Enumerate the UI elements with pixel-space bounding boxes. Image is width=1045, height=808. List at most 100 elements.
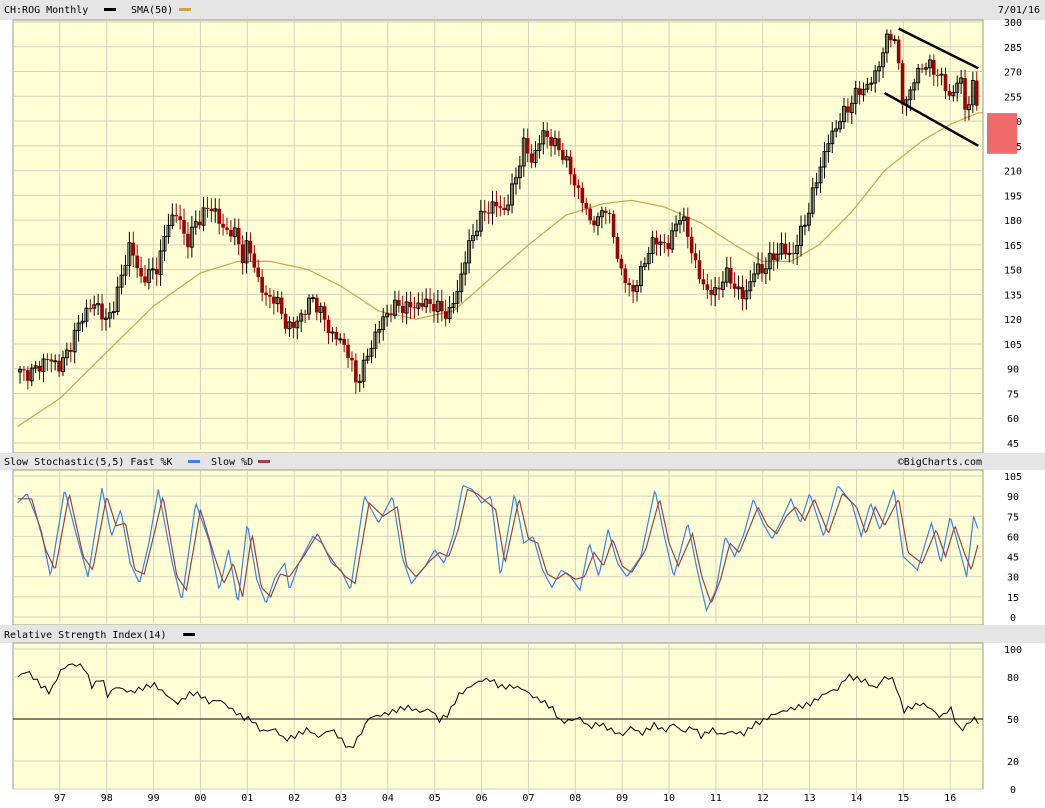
candle-body-up: [916, 67, 921, 84]
candle-body-up: [849, 102, 854, 114]
candle-body-up: [853, 87, 858, 104]
y-tick-label: 80: [1007, 673, 1019, 684]
candle-body-up: [166, 224, 171, 237]
candle-body-down: [303, 313, 307, 315]
x-tick-label: 00: [194, 793, 206, 804]
candle-body-down: [654, 237, 659, 245]
candle-body-up: [416, 302, 421, 309]
candle-body-down: [603, 210, 608, 213]
candle-body-up: [201, 207, 206, 226]
candle-body-down: [334, 331, 339, 340]
stochastic-lines: [17, 484, 979, 613]
candle-body-down: [260, 276, 264, 293]
candle-body-down: [342, 338, 346, 345]
candle-body-up: [18, 368, 22, 373]
candle-body-down: [697, 260, 702, 280]
candle-body-up: [29, 367, 34, 382]
candle-body-down: [576, 185, 581, 188]
candle-body-down: [248, 240, 253, 254]
candle-body-down: [498, 206, 503, 208]
y-tick-label: 45: [1007, 553, 1019, 564]
candle-body-up: [84, 307, 89, 322]
candle-body-down: [186, 233, 190, 248]
candle-body-down: [701, 279, 706, 285]
candle-body-up: [720, 281, 725, 290]
candle-body-down: [592, 220, 596, 226]
candle-body-up: [541, 130, 546, 145]
trend-channel: [883, 27, 979, 147]
candle-body-up: [33, 365, 38, 369]
current-price-badge: [987, 113, 1017, 154]
candle-body-down: [236, 227, 241, 245]
candle-body-down: [26, 370, 30, 381]
rsi-legend-swatch: [183, 633, 195, 636]
candle-body-up: [736, 286, 741, 290]
x-tick-label: 05: [429, 793, 441, 804]
candle-body-up: [795, 245, 800, 254]
stochastic-axis: 0 15 30 45 60 75 90 105: [1004, 472, 1022, 624]
candle-body-up: [474, 230, 479, 237]
y-tick-label: 75: [1007, 389, 1019, 400]
y-tick-label: 30: [1007, 573, 1019, 584]
candle-body-down: [717, 287, 721, 290]
candle-body-up: [295, 320, 300, 329]
price-plot-area: [12, 19, 984, 454]
x-tick-label: 01: [241, 793, 253, 804]
candle-body-up: [767, 252, 772, 270]
x-tick-label: 97: [54, 793, 66, 804]
candle-body-down: [705, 284, 710, 290]
candle-body-up: [810, 187, 815, 214]
candle-body-up: [451, 302, 456, 309]
candle-body-up: [514, 177, 518, 185]
candle-body-up: [61, 357, 65, 372]
candle-body-up: [744, 290, 749, 300]
candle-body-down: [283, 313, 288, 329]
candle-body-down: [217, 208, 221, 224]
candle-body-up: [873, 70, 878, 84]
x-tick-label: 13: [804, 793, 816, 804]
candle-body-up: [232, 227, 237, 237]
candle-body-up: [787, 252, 792, 255]
candle-body-down: [561, 150, 565, 160]
y-tick-label: 0: [1010, 785, 1016, 796]
candle-body-down: [88, 308, 93, 310]
candle-body-down: [666, 243, 671, 250]
candle-body-up: [822, 151, 827, 168]
fastk-line: [17, 484, 979, 613]
candle-body-up: [193, 221, 198, 228]
chart-date: 7/01/16: [998, 5, 1040, 16]
y-tick-label: 60: [1007, 532, 1019, 543]
candle-body-up: [877, 66, 882, 72]
candle-body-up: [41, 358, 46, 373]
y-tick-label: 105: [1004, 340, 1022, 351]
candle-body-up: [865, 83, 870, 90]
candle-body-up: [471, 235, 475, 242]
candle-body-down: [494, 201, 499, 207]
candle-body-down: [264, 292, 268, 296]
rsi-line-path: [17, 663, 979, 748]
candle-body-up: [459, 273, 464, 293]
candle-body-up: [521, 137, 526, 167]
candle-body-up: [681, 216, 686, 222]
candle-body-down: [557, 138, 561, 151]
candle-body-down: [760, 263, 764, 274]
candle-body-up: [638, 266, 643, 287]
candle-body-down: [920, 68, 924, 70]
candle-body-down: [49, 359, 54, 362]
candle-body-down: [611, 213, 616, 237]
candle-body-down: [291, 321, 296, 328]
candle-body-down: [857, 88, 862, 95]
candle-body-up: [244, 240, 249, 264]
candle-body-down: [588, 208, 592, 221]
slowd-line: [17, 488, 979, 604]
candle-body-up: [463, 262, 468, 275]
candle-body-down: [182, 219, 186, 234]
candle-body-up: [951, 92, 956, 97]
candle-body-up: [435, 300, 440, 312]
x-tick-label: 11: [710, 793, 722, 804]
candle-body-down: [771, 253, 776, 261]
y-tick-label: 75: [1007, 512, 1019, 523]
candle-body-down: [783, 243, 788, 255]
x-tick-label: 16: [944, 793, 956, 804]
candle-body-down: [900, 63, 905, 105]
